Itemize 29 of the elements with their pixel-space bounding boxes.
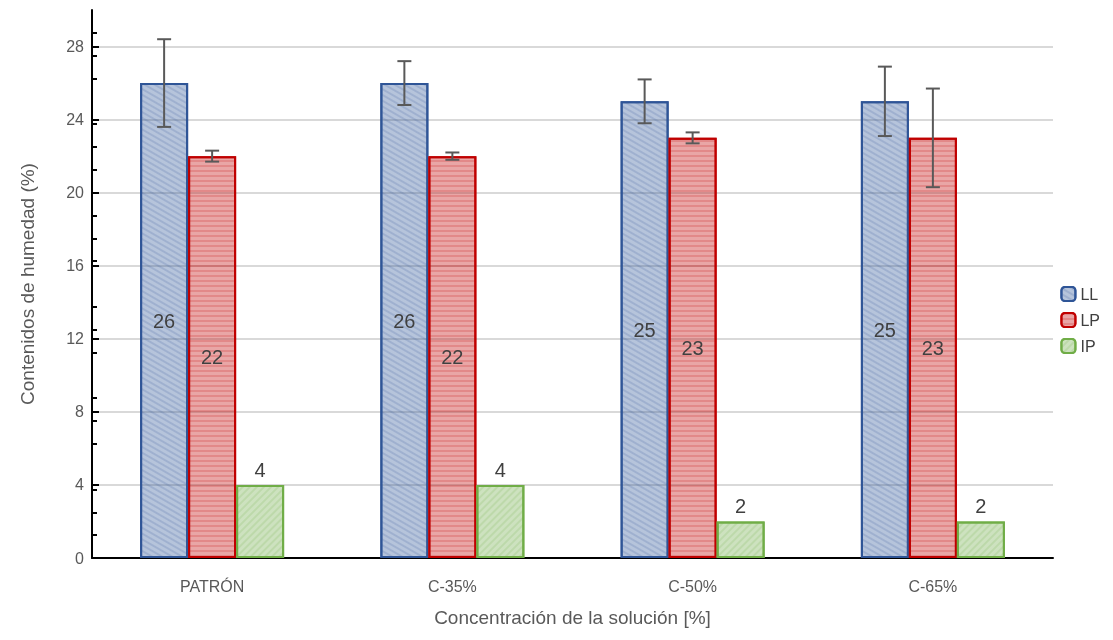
data-label: 4 xyxy=(494,458,506,481)
y-tick-label: 12 xyxy=(66,330,85,348)
x-axis-title: Concentración de la solución [%] xyxy=(434,607,711,628)
y-tick-label: 24 xyxy=(66,111,85,129)
data-label: 23 xyxy=(921,336,944,359)
x-tick-label: C-50% xyxy=(668,577,718,595)
data-label: 2 xyxy=(975,495,987,518)
data-label: 26 xyxy=(153,309,176,332)
data-label: 25 xyxy=(873,318,896,341)
y-tick-label: 28 xyxy=(66,38,85,56)
y-tick-label: 8 xyxy=(75,403,85,421)
data-label: 22 xyxy=(201,346,224,369)
y-tick-label: 0 xyxy=(75,549,85,567)
legend-label: LL xyxy=(1080,285,1099,303)
data-label: 25 xyxy=(633,318,656,341)
x-tick-label: C-35% xyxy=(427,577,477,595)
legend-label: IP xyxy=(1080,337,1096,355)
legend-label: LP xyxy=(1080,311,1101,329)
x-tick-label: C-65% xyxy=(908,577,958,595)
data-label: 23 xyxy=(681,336,704,359)
data-label: 26 xyxy=(393,309,416,332)
data-label: 22 xyxy=(441,346,464,369)
y-axis-title: Contenidos de humedad (%) xyxy=(17,163,38,405)
y-tick-label: 16 xyxy=(66,257,85,275)
x-tick-label: PATRÓN xyxy=(179,576,245,595)
y-tick-label: 20 xyxy=(66,184,85,202)
y-tick-label: 4 xyxy=(75,476,85,494)
data-label: 2 xyxy=(735,495,747,518)
data-label: 4 xyxy=(254,458,266,481)
